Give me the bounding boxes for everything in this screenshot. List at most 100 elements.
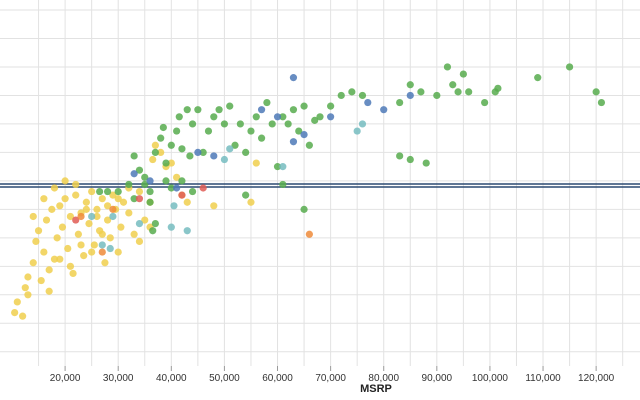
data-point-blue xyxy=(327,113,335,121)
data-point-yellow xyxy=(32,237,40,245)
data-point-teal xyxy=(220,155,229,164)
data-point-yellow xyxy=(21,284,29,292)
data-point-blue xyxy=(364,98,372,107)
data-point-green xyxy=(96,187,104,196)
data-point-yellow xyxy=(88,248,96,256)
data-point-blue xyxy=(289,138,298,146)
data-point-green xyxy=(226,102,234,110)
data-point-green xyxy=(178,145,186,153)
data-point-green xyxy=(141,173,149,181)
data-point-yellow xyxy=(37,276,45,285)
data-point-yellow xyxy=(210,202,218,210)
data-point-green xyxy=(597,98,606,107)
data-point-teal xyxy=(358,120,367,128)
data-point-green xyxy=(300,205,308,213)
data-point-yellow xyxy=(69,269,77,278)
data-point-yellow xyxy=(61,177,69,185)
data-point-yellow xyxy=(167,159,175,167)
data-point-yellow xyxy=(135,237,144,245)
data-point-yellow xyxy=(50,255,59,263)
data-point-green xyxy=(417,88,425,96)
data-point-green xyxy=(534,74,542,82)
data-point-green xyxy=(210,113,218,121)
data-point-green xyxy=(141,180,149,189)
data-point-blue xyxy=(210,152,218,160)
data-point-yellow xyxy=(141,216,149,224)
data-point-green xyxy=(183,106,191,114)
data-point-yellow xyxy=(252,159,260,167)
data-point-yellow xyxy=(85,220,93,228)
data-point-green xyxy=(449,81,457,89)
data-point-teal xyxy=(106,244,114,253)
data-point-green xyxy=(178,177,186,185)
data-point-green xyxy=(103,187,112,196)
data-point-green xyxy=(162,159,170,167)
data-point-green xyxy=(231,141,239,149)
data-point-yellow xyxy=(130,230,138,238)
data-point-yellow xyxy=(109,191,117,199)
data-point-green xyxy=(242,191,250,199)
data-point-yellow xyxy=(151,141,159,149)
x-tick-label: 90,000 xyxy=(422,373,453,384)
data-point-green xyxy=(289,106,298,114)
x-tick-label: 20,000 xyxy=(50,373,81,384)
data-point-yellow xyxy=(61,195,69,203)
data-point-green xyxy=(358,91,367,100)
data-point-green xyxy=(236,120,244,128)
data-point-green xyxy=(247,127,255,135)
data-point-yellow xyxy=(106,234,114,242)
data-point-green xyxy=(149,227,157,235)
data-point-yellow xyxy=(173,173,181,181)
data-point-red xyxy=(178,191,186,199)
data-point-teal xyxy=(226,145,234,153)
x-tick-label: 110,000 xyxy=(525,373,561,384)
data-point-green xyxy=(151,220,159,228)
data-point-green xyxy=(284,120,292,128)
data-point-yellow xyxy=(183,198,191,206)
data-point-yellow xyxy=(45,287,53,295)
data-point-green xyxy=(257,134,266,142)
data-point-green xyxy=(173,127,181,135)
data-point-yellow xyxy=(247,198,255,206)
data-point-yellow xyxy=(117,223,125,231)
data-point-green xyxy=(300,102,308,110)
data-point-green xyxy=(194,106,202,114)
x-axis: 20,000 30,000 40,000 50,000 60,000 70,000 80,0… xyxy=(50,366,615,384)
data-point-green xyxy=(311,116,319,124)
data-point-yellow xyxy=(98,230,106,238)
data-point-green xyxy=(167,141,175,149)
data-point-green xyxy=(337,91,345,100)
data-point-blue xyxy=(257,106,266,114)
data-point-orange xyxy=(77,212,85,221)
data-point-teal xyxy=(109,212,117,221)
data-point-green xyxy=(167,184,175,192)
data-point-green xyxy=(465,88,473,96)
data-point-yellow xyxy=(29,259,37,267)
data-point-green xyxy=(199,148,207,156)
data-point-blue xyxy=(289,74,298,82)
data-point-yellow xyxy=(64,244,72,253)
data-point-yellow xyxy=(74,230,82,238)
data-point-green xyxy=(130,152,138,160)
data-point-green xyxy=(268,120,276,128)
data-point-yellow xyxy=(72,191,80,199)
data-point-yellow xyxy=(88,187,96,196)
data-point-green xyxy=(565,63,574,71)
data-point-green xyxy=(406,81,414,89)
data-point-green xyxy=(215,106,223,114)
data-point-yellow xyxy=(13,298,21,306)
data-point-yellow xyxy=(90,241,98,249)
x-tick-label: 120,000 xyxy=(578,373,615,384)
data-point-green xyxy=(125,180,133,189)
data-point-green xyxy=(459,70,467,78)
data-point-green xyxy=(188,187,197,196)
data-point-red xyxy=(135,195,144,203)
data-point-green xyxy=(159,123,167,132)
data-point-yellow xyxy=(82,198,90,206)
data-point-yellow xyxy=(66,212,75,221)
data-point-green xyxy=(481,98,489,107)
data-point-yellow xyxy=(114,195,122,203)
data-point-yellow xyxy=(56,255,64,263)
data-point-green xyxy=(279,180,287,189)
x-tick-label: 50,000 xyxy=(209,373,240,384)
